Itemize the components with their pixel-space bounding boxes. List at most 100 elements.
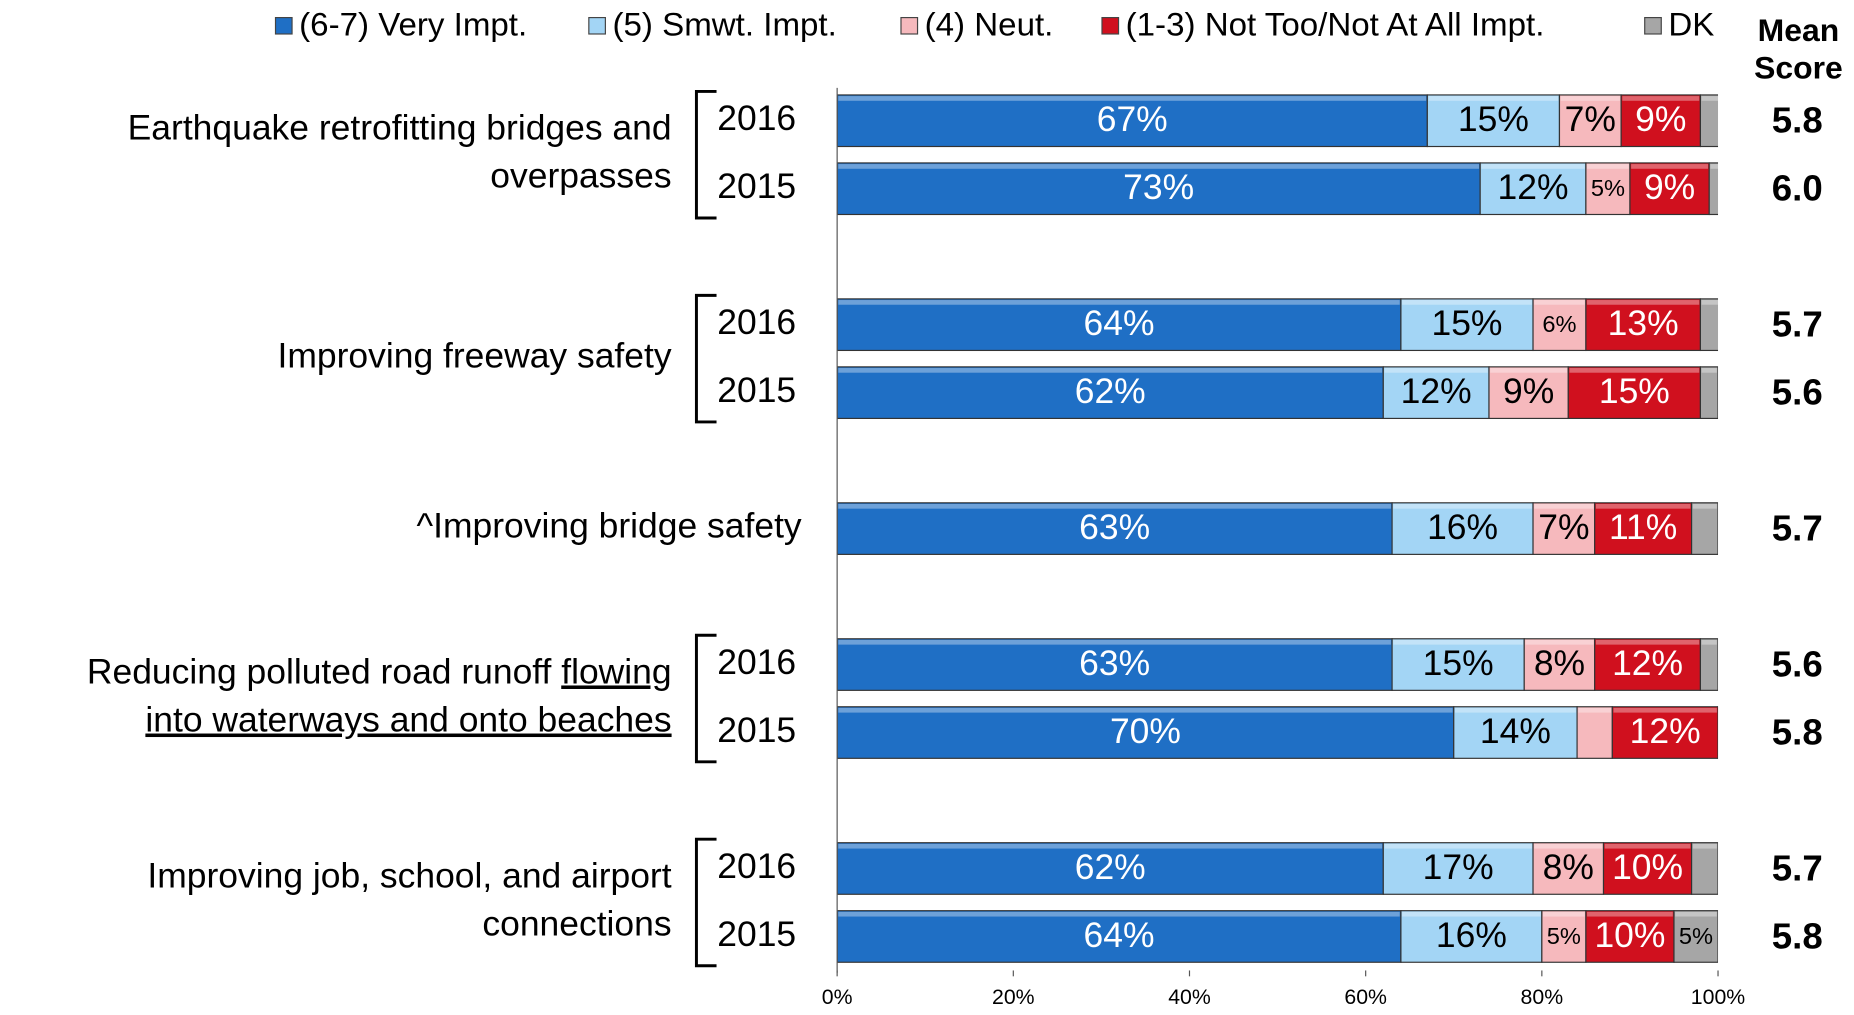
group-label: Improving freeway safety xyxy=(278,337,672,376)
bar-value-label: 9% xyxy=(1503,372,1554,411)
mean-score: 5.6 xyxy=(1772,372,1823,413)
bar-value-label: 12% xyxy=(1630,712,1701,751)
bar-segment xyxy=(1699,638,1719,691)
bracket xyxy=(694,293,717,424)
bar-shine xyxy=(1701,300,1719,305)
bar-segment xyxy=(1479,162,1587,216)
bar-segment xyxy=(1400,298,1534,352)
bar-value-label: 73% xyxy=(1123,168,1194,207)
bar-segment xyxy=(1453,706,1578,759)
group-label: ^Improving bridge safety xyxy=(417,507,802,546)
group-label-part: into waterways and onto beaches xyxy=(145,701,671,740)
bar-shine xyxy=(1675,911,1717,917)
mean-score: 5.6 xyxy=(1772,644,1823,685)
bar-segment xyxy=(1400,910,1543,963)
group-label: Earthquake retrofitting bridges and xyxy=(128,109,672,148)
bar-shine xyxy=(1622,96,1700,101)
bar-value-label: 15% xyxy=(1423,644,1494,683)
bar-value-label: 14% xyxy=(1480,712,1551,751)
bar-shine xyxy=(1543,911,1585,917)
bars xyxy=(837,94,1725,963)
bar-value-label: 15% xyxy=(1431,304,1502,343)
year-label: 2016 xyxy=(717,303,796,342)
bar-shine xyxy=(1719,708,1725,713)
mean-score: 5.7 xyxy=(1772,508,1823,549)
bar-segment xyxy=(1699,366,1719,420)
legend-swatch xyxy=(1644,16,1662,35)
year-label: 2015 xyxy=(717,167,796,206)
bar-segment xyxy=(837,94,1428,148)
bar-value-label: 9% xyxy=(1635,100,1686,139)
bar-value-label: 13% xyxy=(1608,304,1679,343)
bar-segment xyxy=(1691,502,1719,555)
bar-shine xyxy=(1692,503,1717,509)
bar-segment xyxy=(1532,502,1596,555)
mean-score: 5.7 xyxy=(1772,304,1823,345)
bar-segment xyxy=(1488,366,1569,420)
bar-segment xyxy=(837,298,1402,352)
bar-segment xyxy=(1567,366,1701,420)
bar-segment xyxy=(837,162,1481,216)
bar-shine xyxy=(1393,639,1524,645)
group-label: Reducing polluted road runoff flowing xyxy=(87,653,672,692)
bar-shine xyxy=(1578,707,1612,713)
bar-shine xyxy=(1534,503,1594,509)
bar-shine xyxy=(838,300,1400,305)
bar-shine xyxy=(1587,164,1629,169)
year-label: 2016 xyxy=(717,847,796,886)
group-label-part: flowing xyxy=(561,653,671,692)
x-tick-label: 20% xyxy=(992,986,1035,1009)
bar-segment xyxy=(1532,842,1605,895)
bar-value-label: 5% xyxy=(1591,175,1625,201)
year-label: 2015 xyxy=(717,371,796,410)
group-label-part: Improving freeway safety xyxy=(278,337,672,376)
bar-segment xyxy=(1594,638,1701,691)
bar-segment xyxy=(1717,706,1719,759)
legend-label: (4) Neut. xyxy=(925,6,1054,43)
bar-value-label: 64% xyxy=(1084,916,1155,955)
bar-value-label: 12% xyxy=(1401,372,1472,411)
bar-segment xyxy=(1541,910,1587,963)
mean-score: 5.8 xyxy=(1772,712,1823,753)
mean-score: 5.8 xyxy=(1772,916,1823,957)
bar-shine xyxy=(838,911,1400,917)
group-label-part: ^Improving bridge safety xyxy=(417,507,802,546)
group-label-part: Reducing polluted road runoff xyxy=(87,653,561,692)
bar-value-label: 64% xyxy=(1084,304,1155,343)
mean-score-header: Score xyxy=(1754,50,1843,86)
bar-value-label: 6% xyxy=(1542,311,1576,337)
bar-shine xyxy=(838,503,1391,509)
legend-label: (5) Smwt. Impt. xyxy=(612,6,836,43)
bracket xyxy=(694,633,717,764)
bar-value-label: 8% xyxy=(1543,848,1594,887)
bar-shine xyxy=(1595,639,1700,645)
bar-segment xyxy=(1585,162,1631,216)
bar-value-label: 12% xyxy=(1498,168,1569,207)
bar-value-label: 16% xyxy=(1436,916,1507,955)
bar-value-label: 5% xyxy=(1547,923,1581,949)
bar-segment xyxy=(1594,502,1693,555)
bar-shine xyxy=(1613,707,1717,713)
bar-segment xyxy=(1699,94,1719,148)
bar-value-label: 63% xyxy=(1079,644,1150,683)
mean-score: 5.7 xyxy=(1772,848,1823,889)
bar-shine xyxy=(838,164,1480,169)
bar-shine xyxy=(1454,707,1576,713)
group-label: overpasses xyxy=(490,157,671,196)
bar-value-label: 15% xyxy=(1458,100,1529,139)
group-label-part: connections xyxy=(482,905,671,944)
bar-segment xyxy=(837,910,1402,963)
bar-segment xyxy=(1708,162,1719,216)
bar-segment xyxy=(1576,706,1613,759)
bar-shine xyxy=(1534,300,1585,305)
group-label: Improving job, school, and airport xyxy=(147,857,671,896)
year-label: 2016 xyxy=(717,643,796,682)
bar-segment xyxy=(1611,706,1719,759)
legend-swatch xyxy=(1101,16,1120,35)
bar-segment xyxy=(837,502,1393,555)
year-label: 2015 xyxy=(717,711,796,750)
bar-segment xyxy=(1523,638,1596,691)
bar-value-label: 10% xyxy=(1612,848,1683,887)
bar-shine xyxy=(1490,368,1568,373)
bar-shine xyxy=(1587,300,1700,305)
